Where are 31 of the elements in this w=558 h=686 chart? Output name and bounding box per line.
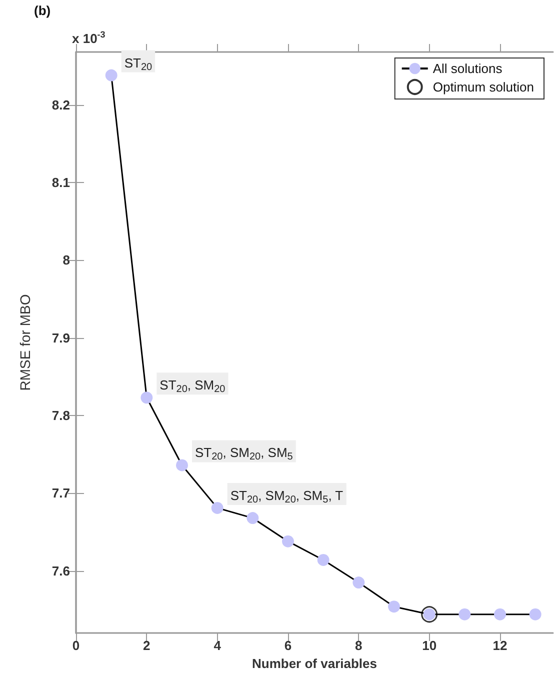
point xyxy=(529,608,542,620)
y-tick-label: 8 xyxy=(62,252,70,268)
y-tick-label: 8.2 xyxy=(52,97,70,112)
legend-label: All solutions xyxy=(432,61,503,76)
x-tick-label: 10 xyxy=(422,638,437,653)
y-tick-label: 8.1 xyxy=(52,174,70,190)
point xyxy=(140,392,153,404)
y-axis-title: RMSE for MBO xyxy=(17,294,33,391)
point xyxy=(105,69,118,82)
x-tick-label: 4 xyxy=(214,638,222,653)
point xyxy=(211,502,224,514)
x-tick-label: 0 xyxy=(72,638,80,653)
point xyxy=(317,554,330,566)
point xyxy=(388,600,400,613)
y-tick-label: 7.7 xyxy=(52,486,70,501)
text: (b) xyxy=(34,3,51,18)
point xyxy=(246,512,259,524)
x-tick-label: 12 xyxy=(492,638,508,653)
y-tick-label: 7.6 xyxy=(52,563,70,578)
legend-label: Optimum solution xyxy=(432,80,534,94)
y-tick-label: 7.9 xyxy=(52,330,70,346)
x-axis-title: Number of variables xyxy=(252,656,377,671)
y-tick-label: 7.8 xyxy=(52,408,70,424)
point xyxy=(458,608,471,620)
point xyxy=(494,608,506,620)
point xyxy=(282,535,294,548)
x-tick-label: 2 xyxy=(143,638,150,653)
x-tick-label: 6 xyxy=(284,638,292,653)
point xyxy=(352,576,365,589)
point xyxy=(176,459,188,472)
x-tick-label: 8 xyxy=(355,638,362,653)
